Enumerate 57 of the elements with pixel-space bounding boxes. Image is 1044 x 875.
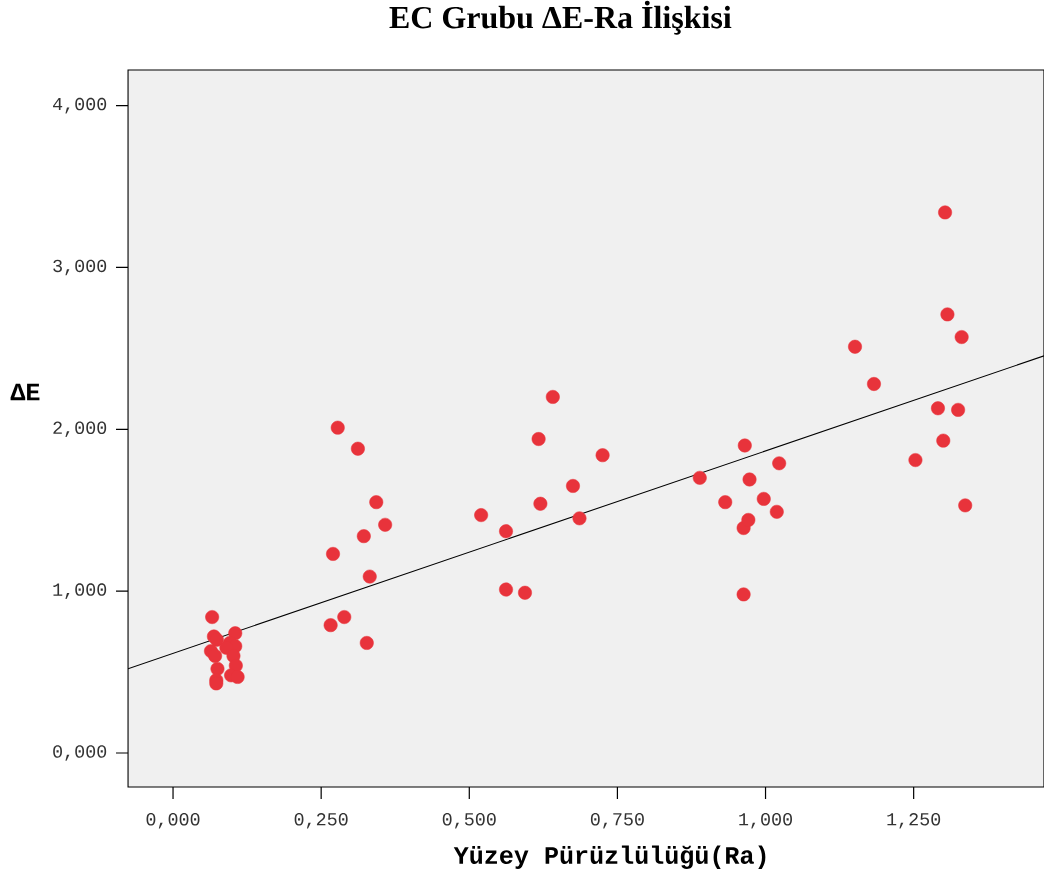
point (205, 610, 220, 624)
point (741, 513, 756, 527)
point (867, 377, 881, 391)
point (326, 547, 340, 561)
point (718, 495, 733, 510)
y-tick-label: 4,000 (53, 97, 107, 114)
point (595, 448, 610, 463)
point (772, 456, 787, 471)
point (951, 402, 966, 417)
point (356, 529, 371, 544)
x-tick-label: 1,250 (887, 813, 941, 829)
point (769, 504, 784, 519)
point (566, 479, 580, 493)
point (958, 498, 973, 513)
y-tick-label: 0,000 (53, 745, 107, 761)
point (572, 511, 587, 526)
point (545, 390, 560, 404)
point (378, 517, 393, 532)
point (931, 401, 945, 416)
point (936, 433, 951, 448)
point (938, 205, 952, 220)
y-tick-label: 3,000 (53, 259, 107, 276)
point (230, 670, 245, 684)
chart-title: EC Grubu ΔE-Ra İlişkisi (389, 0, 732, 35)
point (369, 495, 384, 510)
point (908, 453, 923, 467)
x-tick-label: 0,000 (146, 813, 200, 829)
x-axis-title: Yüzey Pürüzlülüğü(Ra) (453, 845, 766, 870)
point (940, 307, 955, 322)
point (350, 441, 365, 456)
point (742, 472, 757, 487)
x-tick-label: 1,000 (739, 813, 792, 829)
point (499, 582, 513, 597)
point (359, 636, 374, 650)
point (323, 618, 338, 633)
x-tick-label: 0,250 (294, 813, 348, 829)
point (533, 496, 548, 511)
point (848, 339, 862, 354)
y-axis-title: ΔE (10, 383, 40, 401)
point (362, 569, 377, 584)
point (518, 585, 532, 600)
point (531, 432, 546, 446)
x-tick-label: 0,750 (590, 813, 644, 829)
point (692, 470, 707, 485)
y-tick-label: 1,000 (53, 583, 107, 599)
point (737, 438, 752, 453)
point (474, 508, 489, 523)
point (954, 330, 969, 344)
point (499, 524, 513, 539)
point (228, 626, 243, 641)
y-tick-label: 2,000 (53, 421, 107, 438)
point (208, 648, 223, 663)
point (756, 491, 771, 506)
point (330, 420, 345, 435)
point (736, 587, 751, 602)
x-tick-label: 0,500 (442, 813, 496, 829)
point (337, 610, 352, 624)
